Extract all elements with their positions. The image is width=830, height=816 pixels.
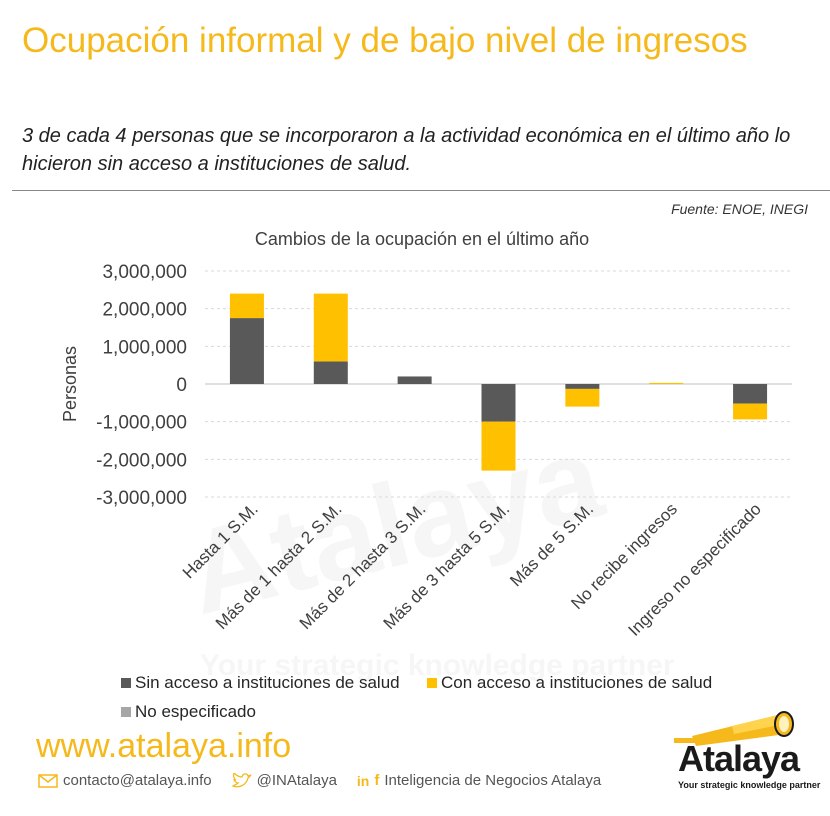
mail-icon (38, 773, 58, 788)
legend-swatch (427, 678, 437, 688)
legend-swatch (121, 707, 131, 717)
y-tick-label: 0 (176, 375, 187, 396)
source-note: Fuente: ENOE, INEGI (671, 201, 808, 217)
watermark: Atalaya Your strategic knowledge partner (174, 410, 675, 682)
bar-segment (313, 293, 348, 362)
y-tick-label: -1,000,000 (96, 413, 187, 434)
twitter-icon (231, 772, 252, 787)
bar-segment (733, 384, 768, 404)
email-link[interactable]: contacto@atalaya.info (63, 772, 212, 789)
legend-swatch (121, 678, 131, 688)
legend-label: Con acceso a instituciones de salud (441, 673, 712, 692)
logo-wordmark: Atalaya (678, 738, 800, 779)
bar-segment (481, 421, 516, 471)
bar-segment (565, 384, 600, 389)
social-name[interactable]: Inteligencia de Negocios Atalaya (384, 772, 602, 789)
spyglass-icon (674, 711, 794, 746)
y-tick-label: -2,000,000 (96, 450, 187, 471)
svg-text:Your strategic knowledge partn: Your strategic knowledge partner (200, 649, 675, 682)
bar-segment (649, 382, 684, 384)
legend-item: Con acceso a instituciones de salud (427, 673, 712, 692)
twitter-handle[interactable]: @INAtalaya (256, 772, 337, 789)
y-tick-label: 1,000,000 (102, 337, 187, 358)
linkedin-icon: in (356, 772, 370, 789)
facebook-icon: f (374, 772, 380, 789)
y-tick-label: -3,000,000 (96, 488, 187, 509)
bar-segment (481, 384, 516, 422)
bar-segment (313, 361, 348, 384)
legend-item: Sin acceso a instituciones de salud (121, 673, 400, 692)
page-subtitle: 3 de cada 4 personas que se incorporaron… (22, 125, 791, 175)
legend-label: Sin acceso a instituciones de salud (135, 673, 400, 692)
contact-row: contacto@atalaya.info @INAtalaya in f In… (38, 772, 601, 789)
legend-item: No especificado (121, 702, 256, 721)
y-tick-label: 3,000,000 (102, 262, 187, 283)
bar-segment (397, 376, 432, 384)
atalaya-logo: Atalaya Your strategic knowledge partner (672, 700, 820, 800)
bar-segment (229, 318, 264, 384)
y-axis-label: Personas (60, 346, 80, 422)
divider (12, 190, 830, 191)
chart-title: Cambios de la ocupación en el último año (255, 229, 589, 249)
stacked-bar-chart: Atalaya Your strategic knowledge partner… (60, 229, 792, 721)
bar-segment (229, 293, 264, 319)
page-title: Ocupación informal y de bajo nivel de in… (22, 21, 748, 60)
bar-segment (733, 403, 768, 420)
logo-tagline: Your strategic knowledge partner (678, 780, 821, 790)
bar-segment (565, 388, 600, 407)
y-tick-label: 2,000,000 (102, 300, 187, 321)
legend-label: No especificado (135, 702, 256, 721)
website-link[interactable]: www.atalaya.info (36, 727, 292, 765)
